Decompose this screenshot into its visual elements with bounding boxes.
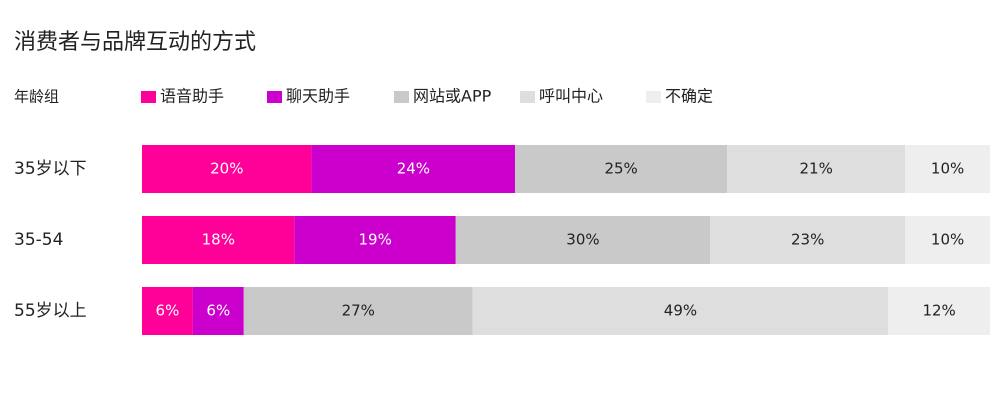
legend-label: 聊天助手 — [286, 87, 350, 106]
bar-segment — [727, 145, 906, 193]
category-label: 55岁以上 — [14, 301, 87, 321]
bar-segment — [192, 287, 244, 335]
data-label: 19% — [359, 231, 392, 249]
legend-swatch — [141, 91, 156, 103]
data-label: 18% — [202, 231, 235, 249]
data-label: 30% — [566, 231, 599, 249]
legend-label: 呼叫中心 — [539, 87, 603, 106]
legend-label: 网站或APP — [413, 87, 492, 106]
data-label: 23% — [791, 231, 824, 249]
bar-segment — [905, 216, 990, 264]
bar-segment — [515, 145, 728, 193]
bar-segment — [243, 287, 473, 335]
data-label: 12% — [922, 302, 955, 320]
bar-segment — [294, 216, 456, 264]
bar-segment — [142, 216, 295, 264]
bar-segment — [710, 216, 906, 264]
legend-swatch — [267, 91, 282, 103]
chart-title: 消费者与品牌互动的方式 — [14, 30, 257, 55]
data-label: 24% — [397, 160, 430, 178]
legend-swatch — [646, 91, 661, 103]
data-label: 6% — [156, 302, 180, 320]
data-label: 10% — [931, 160, 964, 178]
category-label: 35岁以下 — [14, 159, 87, 179]
data-label: 6% — [206, 302, 230, 320]
bar-segment — [311, 145, 516, 193]
data-label: 21% — [799, 160, 832, 178]
category-label: 35-54 — [14, 230, 63, 250]
legend-label: 不确定 — [665, 87, 713, 106]
bar-segment — [455, 216, 711, 264]
bar-segment — [142, 145, 312, 193]
bar-segment — [905, 145, 990, 193]
bar-segment — [888, 287, 990, 335]
bar-segment — [472, 287, 889, 335]
data-label: 20% — [210, 160, 243, 178]
data-label: 49% — [664, 302, 697, 320]
legend-swatch — [394, 91, 409, 103]
bar-segment — [142, 287, 193, 335]
data-label: 27% — [342, 302, 375, 320]
data-label: 25% — [604, 160, 637, 178]
legend-label: 语音助手 — [160, 87, 224, 106]
legend-swatch — [520, 91, 535, 103]
category-axis-label: 年龄组 — [14, 88, 59, 106]
data-label: 10% — [931, 231, 964, 249]
